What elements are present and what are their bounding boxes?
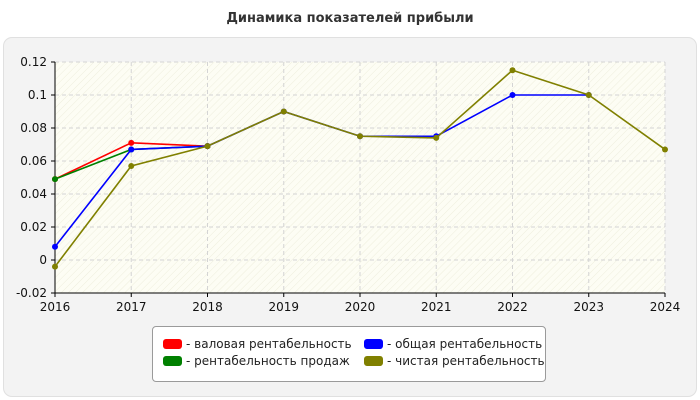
axes: -0.02 0 0.02 0.04 0.06 0.08 0.1 0.12 2016 2017 201… [16, 55, 680, 314]
legend-label-gross-margin: - валовая рентабельность [186, 337, 352, 351]
legend-label-total-margin: - общая рентабельность [387, 337, 543, 351]
legend-item-gross-margin: - валовая рентабельность [163, 336, 352, 352]
grid-lines [54, 61, 666, 294]
data-point [52, 263, 58, 270]
data-point [585, 92, 592, 98]
series-lines [52, 67, 668, 270]
data-point [662, 146, 668, 153]
legend-item-total-margin: - общая рентабельность [364, 336, 542, 352]
data-point [280, 108, 287, 115]
y-tick-label: 0.06 [20, 154, 47, 168]
x-tick-label: 2018 [192, 300, 223, 314]
data-point [509, 92, 516, 98]
chart-title: Динамика показателей прибыли [226, 11, 474, 26]
data-point [509, 67, 516, 74]
x-tick-label: 2023 [573, 300, 604, 314]
legend-label-sales-margin: - рентабельность продаж [186, 354, 350, 368]
y-tick-label: 0.04 [20, 187, 47, 201]
data-point [128, 162, 135, 169]
x-tick-label: 2020 [345, 300, 376, 314]
data-point [433, 134, 440, 141]
data-point [204, 143, 211, 150]
legend-item-net-margin: - чистая рентабельность [364, 353, 545, 369]
x-tick-label: 2022 [497, 300, 528, 314]
legend: - валовая рентабельность - рентабельност… [152, 326, 546, 382]
legend-swatch-net-margin [364, 356, 383, 366]
y-tick-label: 0.1 [28, 88, 47, 102]
x-tick-label: 2017 [116, 300, 147, 314]
y-tick-label: -0.02 [16, 286, 47, 300]
data-point [357, 133, 363, 140]
data-point [128, 146, 135, 153]
legend-swatch-total-margin [364, 339, 383, 349]
x-tick-label: 2024 [650, 300, 681, 314]
y-tick-label: 0 [39, 253, 47, 267]
y-tick-label: 0.08 [20, 121, 47, 135]
x-tick-label: 2019 [268, 300, 299, 314]
series-3 [52, 67, 668, 270]
legend-swatch-sales-margin [163, 356, 182, 366]
data-point [128, 139, 135, 146]
y-tick-label: 0.12 [20, 55, 47, 69]
data-point [52, 176, 58, 183]
y-tick-label: 0.02 [20, 220, 47, 234]
x-tick-label: 2016 [40, 300, 71, 314]
legend-swatch-gross-margin [163, 339, 182, 349]
legend-item-sales-margin: - рентабельность продаж [163, 353, 350, 369]
x-tick-label: 2021 [421, 300, 452, 314]
legend-label-net-margin: - чистая рентабельность [387, 354, 545, 368]
data-point [52, 243, 58, 250]
